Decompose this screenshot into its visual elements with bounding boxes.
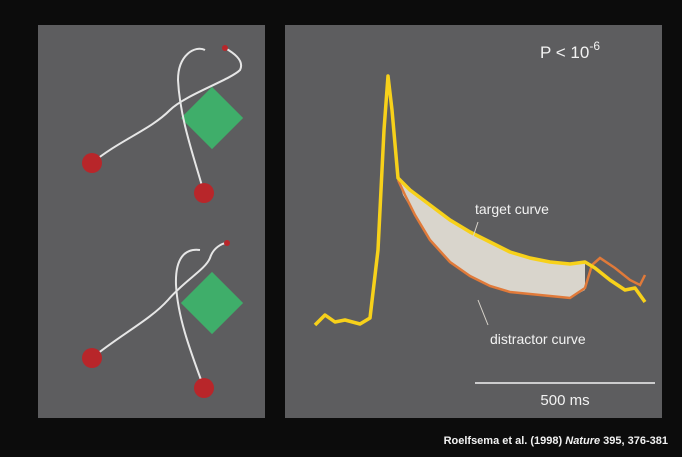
p-value-base: P < 10 [540, 43, 589, 62]
citation-reference: 395, 376-381 [603, 435, 668, 447]
citation-authors: Roelfsema et al. (1998) [444, 435, 563, 447]
scale-bar-label: 500 ms [540, 392, 589, 409]
fixation-point [222, 45, 228, 51]
fixation-point [224, 240, 230, 246]
distractor-label: distractor curve [490, 331, 586, 347]
red-target [82, 348, 102, 368]
target-label: target curve [475, 201, 549, 217]
difference-area [398, 178, 585, 298]
p-value-exponent: -6 [589, 39, 600, 53]
fixation-diamond [180, 271, 244, 335]
response-panel [285, 25, 662, 418]
label-pointer [471, 221, 479, 241]
stimulus-panel [38, 25, 265, 418]
distractor-curve-stimulus [174, 248, 205, 389]
target-response [313, 74, 647, 327]
responses [313, 74, 647, 327]
red-target [82, 153, 102, 173]
label-pointer [477, 299, 489, 326]
target-curve-stimulus [91, 242, 228, 359]
citation: Roelfsema et al. (1998) Nature 395, 376-… [444, 435, 668, 447]
fixation-diamond [180, 86, 244, 150]
citation-journal: Nature [565, 435, 600, 447]
distractor-response [396, 179, 647, 300]
stimulus-bottom [82, 240, 244, 398]
stimulus-top [82, 45, 244, 203]
p-value: P < 10-6 [540, 39, 600, 62]
red-target [194, 378, 214, 398]
target-curve-stimulus [91, 47, 243, 164]
red-target [194, 183, 214, 203]
distractor-curve-stimulus [176, 47, 206, 194]
